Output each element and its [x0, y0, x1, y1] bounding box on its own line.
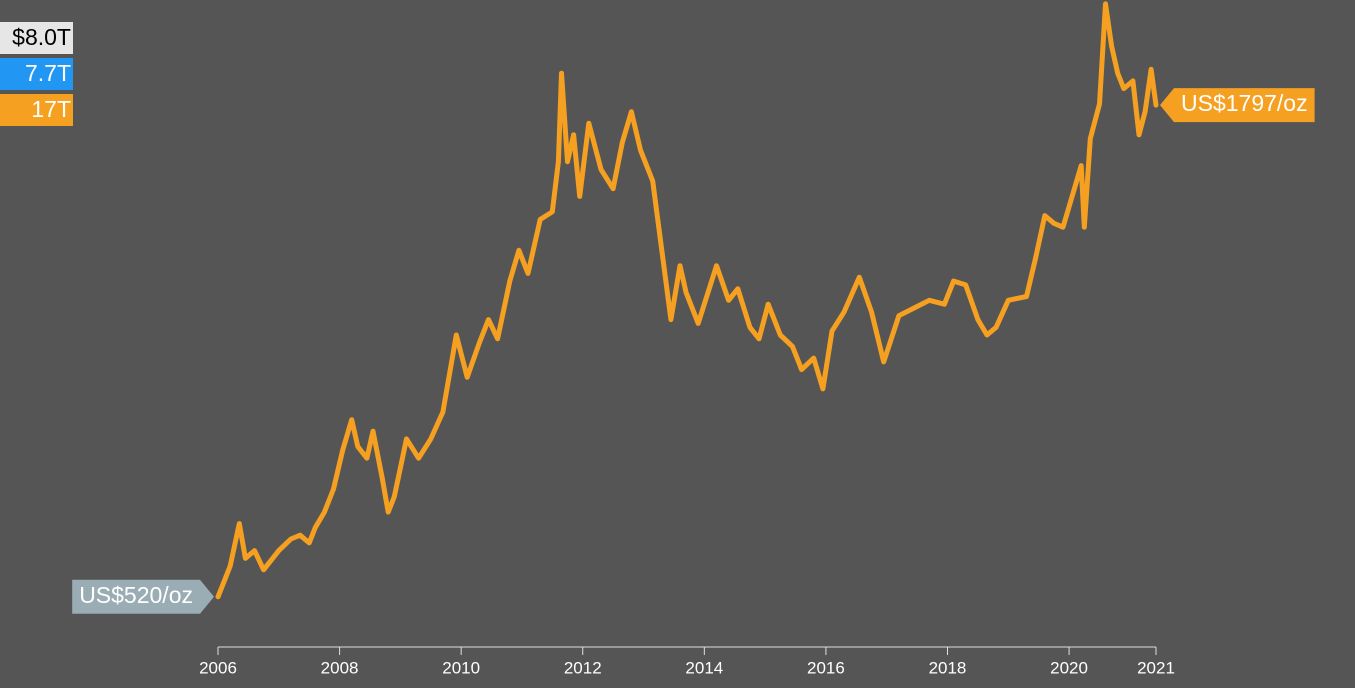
x-tick-label: 2014	[685, 658, 723, 677]
x-tick-label: 2008	[321, 658, 359, 677]
x-tick-label: 2020	[1050, 658, 1088, 677]
legend-label: $8.0T	[12, 24, 71, 50]
annotation-label: US$520/oz	[79, 582, 193, 608]
price-line	[215, 1, 1159, 600]
annotation-label: US$1797/oz	[1181, 90, 1308, 116]
legend-label: 7.7T	[25, 60, 71, 86]
x-tick-label: 2018	[929, 658, 967, 677]
legend-box	[0, 94, 73, 126]
x-tick-label: 2021	[1137, 658, 1175, 677]
x-tick-label: 2010	[442, 658, 480, 677]
annotation-box	[72, 579, 214, 614]
legend-box	[0, 58, 73, 90]
annotation-box	[1160, 88, 1315, 123]
legend-label: 17T	[31, 96, 71, 122]
x-tick-label: 2016	[807, 658, 845, 677]
legend-box	[0, 22, 73, 54]
x-tick-label: 2006	[199, 658, 237, 677]
x-tick-label: 2012	[564, 658, 602, 677]
